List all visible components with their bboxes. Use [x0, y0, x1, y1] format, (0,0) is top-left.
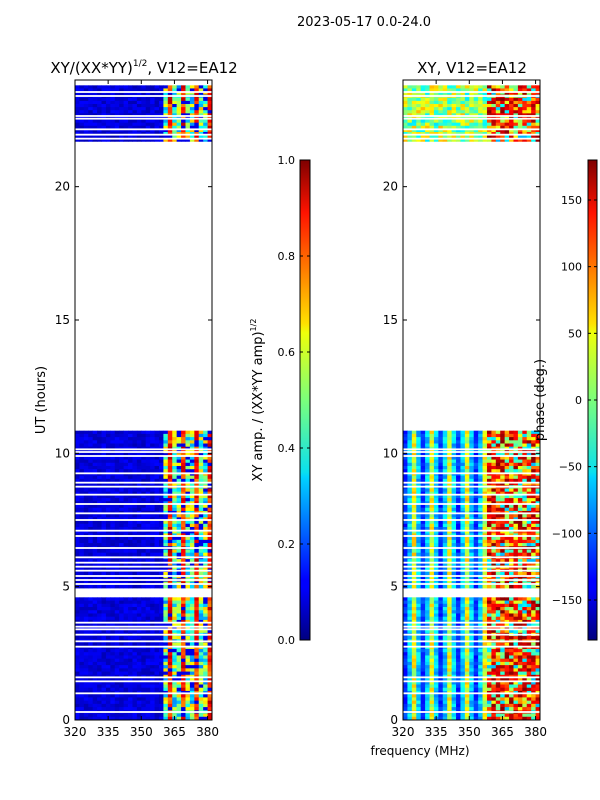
x-tick-label: 380	[196, 725, 219, 739]
heatmap-block-left-0	[75, 597, 213, 721]
right-colorbar-label: phase (deg.)	[533, 359, 548, 441]
left-colorbar-label: XY amp. / (XX*YY amp)1/2	[249, 319, 266, 482]
x-tick-label: 335	[425, 725, 448, 739]
y-tick-label: 20	[383, 180, 398, 194]
heatmap-block-left-1	[75, 430, 213, 589]
heatmap-block-right-0	[403, 597, 541, 721]
figure-suptitle: 2023-05-17 0.0-24.0	[297, 15, 431, 30]
left-colorbar-ticks: 0.0 0.2 0.4 0.6 0.8 1.0	[278, 154, 310, 647]
x-axis-label: frequency (MHz)	[370, 744, 469, 758]
colorbar-tick-label: 0.4	[278, 442, 296, 455]
y-tick-label: 5	[390, 580, 398, 594]
y-tick-label: 10	[383, 446, 398, 460]
y-tick-label: 10	[55, 446, 70, 460]
left-panel: XY/(XX*YY)1/2, V12=EA12 320 335 350 365 380 …	[34, 59, 238, 739]
colorbar-tick-label: 150	[561, 194, 582, 207]
left-plot-frame	[74, 79, 213, 721]
x-tick-label: 380	[524, 725, 547, 739]
colorbar-tick-label: 0.0	[278, 634, 296, 647]
y-tick-label: 0	[62, 713, 70, 727]
colorbar-tick-label: 0.2	[278, 538, 296, 551]
y-tick-label: 20	[55, 180, 70, 194]
right-y-axis: 0 5 10 15 20	[383, 180, 540, 727]
right-panel: XY, V12=EA12 320 335 350 365 380 0 5 10 15 20	[383, 59, 547, 739]
left-heatmap	[75, 85, 213, 721]
y-tick-label: 15	[383, 313, 398, 327]
colorbar-tick-label: −150	[552, 594, 582, 607]
flagged-row-lines	[75, 91, 212, 713]
colorbar-tick-label: 1.0	[278, 154, 296, 167]
colorbar-tick-label: 0.8	[278, 250, 296, 263]
y-tick-label: 0	[390, 713, 398, 727]
flagged-row-lines	[403, 91, 540, 713]
left-x-axis: 320 335 350 365 380	[64, 80, 219, 739]
y-tick-label: 5	[62, 580, 70, 594]
x-tick-label: 365	[163, 725, 186, 739]
heatmap-block-left-2	[75, 85, 213, 142]
right-plot-frame	[402, 79, 541, 721]
left-colorbar-gradient	[299, 159, 311, 641]
y-tick-label: 15	[55, 313, 70, 327]
colorbar-tick-label: 0	[575, 394, 582, 407]
colorbar-tick-label: −100	[552, 527, 582, 540]
heatmap-block-right-1	[403, 430, 541, 589]
colorbar-tick-label: 100	[561, 261, 582, 274]
colorbar-tick-label: 50	[568, 327, 582, 340]
heatmap-block-right-2	[403, 85, 541, 142]
colorbar-tick-label: 0.6	[278, 346, 296, 359]
x-tick-label: 335	[97, 725, 120, 739]
right-panel-title: XY, V12=EA12	[417, 59, 527, 77]
x-tick-label: 350	[458, 725, 481, 739]
left-y-axis-label: UT (hours)	[34, 366, 49, 434]
left-panel-title: XY/(XX*YY)1/2, V12=EA12	[50, 59, 237, 77]
left-y-axis: 0 5 10 15 20	[55, 180, 212, 727]
x-tick-label: 320	[392, 725, 415, 739]
left-colorbar: 0.0 0.2 0.4 0.6 0.8 1.0 XY amp. / (XX*YY amp)…	[249, 154, 311, 647]
colorbar-tick-label: −50	[559, 461, 582, 474]
x-tick-label: 320	[64, 725, 87, 739]
x-tick-label: 365	[491, 725, 514, 739]
right-colorbar: −150 −100 −50 0 50 100 150 phase (deg.)	[533, 159, 598, 641]
x-tick-label: 350	[130, 725, 153, 739]
right-colorbar-ticks: −150 −100 −50 0 50 100 150	[552, 194, 597, 607]
right-x-axis: 320 335 350 365 380	[392, 80, 547, 739]
right-heatmap	[403, 85, 541, 721]
